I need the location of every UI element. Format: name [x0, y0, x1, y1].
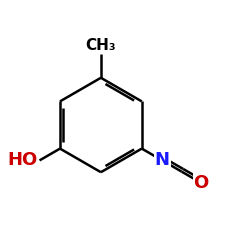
- Text: N: N: [155, 152, 170, 170]
- Text: O: O: [194, 174, 209, 192]
- Text: CH₃: CH₃: [86, 38, 116, 53]
- Text: HO: HO: [7, 152, 37, 170]
